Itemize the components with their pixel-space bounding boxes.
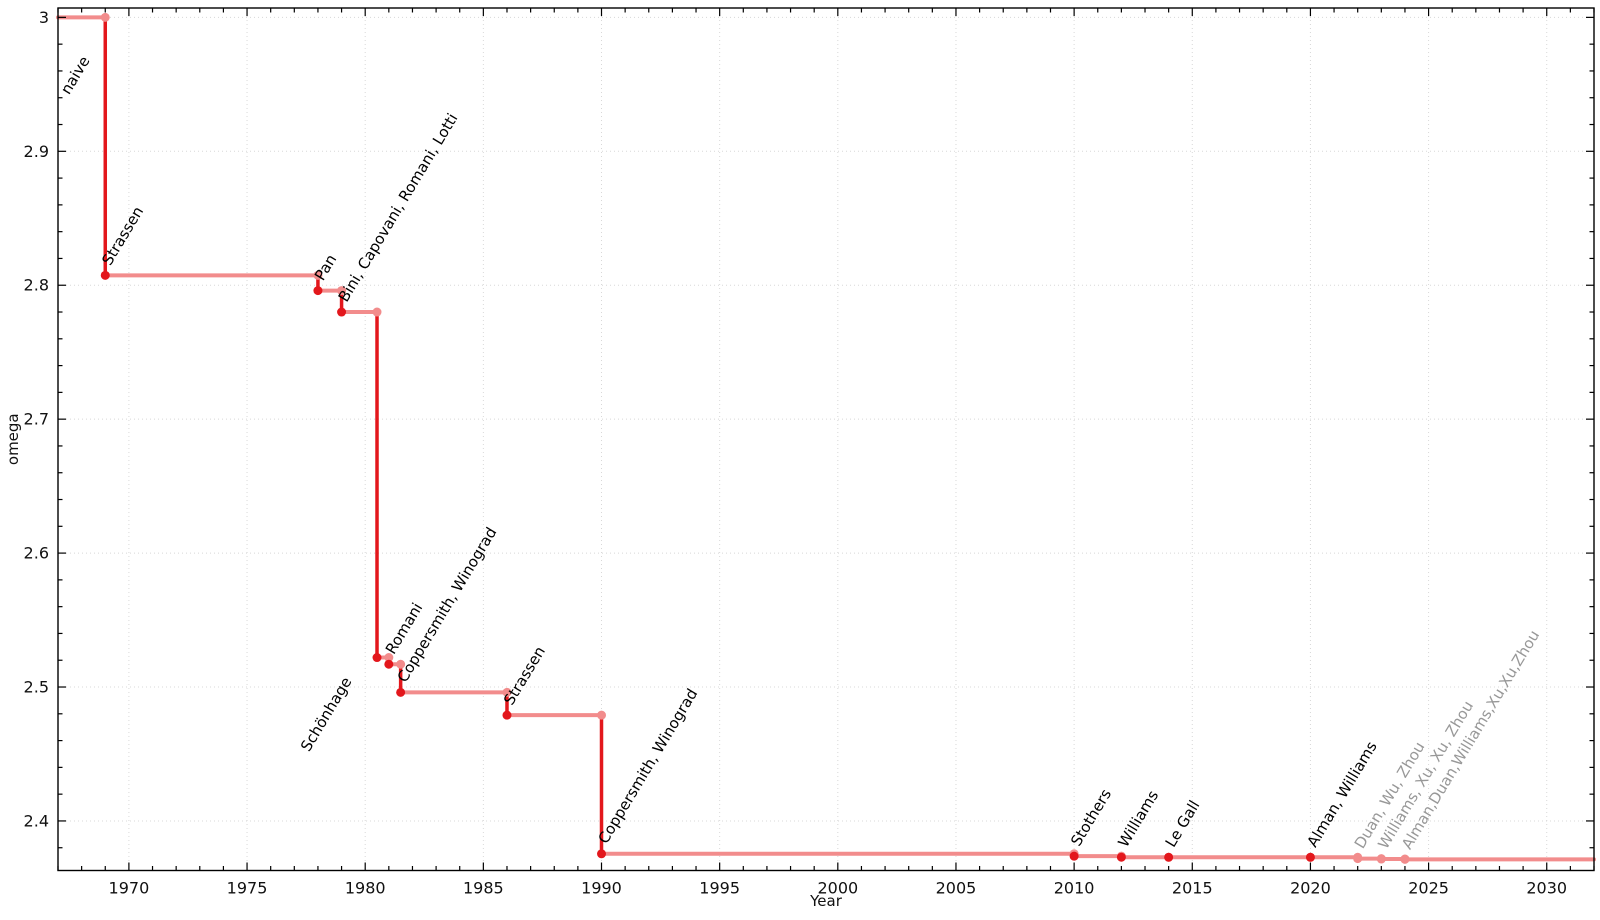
- y-tick-label: 2.9: [24, 142, 49, 161]
- y-tick-label: 2.4: [24, 811, 49, 830]
- plot-border: [57, 7, 1595, 872]
- record-marker: [1305, 852, 1315, 862]
- x-tick-label: 2030: [1526, 879, 1567, 898]
- x-tick-label: 1970: [109, 879, 150, 898]
- x-tick-label: 1995: [699, 879, 740, 898]
- trail-marker: [337, 286, 347, 296]
- trail-marker: [396, 659, 406, 669]
- y-tick-label: 2.8: [24, 276, 49, 295]
- record-marker: [337, 307, 347, 317]
- trail-marker: [384, 653, 394, 663]
- y-tick-label: 2.6: [24, 544, 49, 563]
- x-tick-label: 1975: [227, 879, 268, 898]
- record-marker: [502, 710, 512, 720]
- x-axis-title: Year: [809, 892, 843, 910]
- x-tick-label: 1980: [345, 879, 386, 898]
- record-marker: [396, 687, 406, 697]
- record-marker: [1069, 851, 1079, 861]
- y-tick-label: 2.7: [24, 410, 49, 429]
- record-marker: [384, 659, 394, 669]
- record-marker: [1164, 852, 1174, 862]
- record-marker: [372, 653, 382, 663]
- provisional-marker: [1400, 854, 1410, 864]
- trail-marker: [502, 687, 512, 697]
- trail-marker: [597, 710, 607, 720]
- x-tick-label: 2010: [1054, 879, 1095, 898]
- x-tick-label: 2000: [817, 879, 858, 898]
- provisional-marker: [1376, 854, 1386, 864]
- record-marker: [597, 849, 607, 859]
- y-axis-title: omega: [4, 413, 22, 465]
- y-tick-label: 3: [39, 8, 49, 27]
- trail-marker: [313, 270, 323, 280]
- record-marker: [313, 286, 323, 296]
- y-tick-label: 2.5: [24, 678, 49, 697]
- provisional-marker: [1353, 854, 1363, 864]
- x-tick-label: 2005: [936, 879, 977, 898]
- x-tick-label: 1985: [463, 879, 504, 898]
- trail-marker: [372, 307, 382, 317]
- trail-marker: [100, 12, 110, 22]
- x-tick-label: 1990: [581, 879, 622, 898]
- x-tick-label: 2025: [1408, 879, 1449, 898]
- record-marker: [100, 270, 110, 280]
- x-tick-label: 2015: [1172, 879, 1213, 898]
- record-marker: [1116, 852, 1126, 862]
- x-tick-label: 2020: [1290, 879, 1331, 898]
